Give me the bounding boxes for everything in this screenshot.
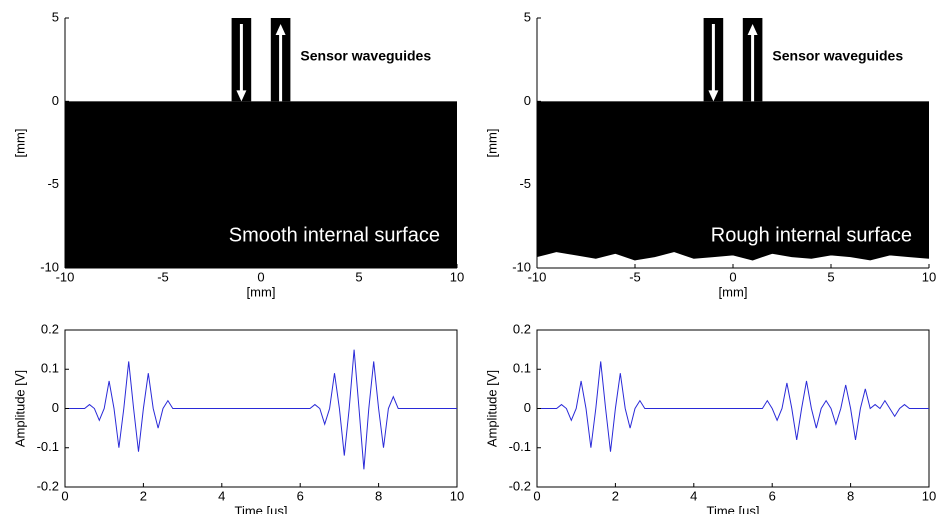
x-tick-label: -10 (528, 269, 547, 284)
x-tick-label: 8 (847, 488, 854, 503)
block (537, 101, 929, 268)
y-axis-label: [mm] (484, 129, 499, 158)
annotation: Sensor waveguides (300, 48, 431, 64)
y-tick-label: -5 (519, 176, 531, 191)
x-tick-label: 0 (61, 488, 68, 503)
x-tick-label: 0 (729, 269, 736, 284)
void (537, 251, 929, 268)
x-tick-label: 5 (355, 269, 362, 284)
y-axis-label: [mm] (12, 129, 27, 158)
x-tick-label: -5 (629, 269, 641, 284)
x-tick-label: 0 (257, 269, 264, 284)
arrow-head (747, 24, 758, 35)
block (65, 101, 457, 268)
y-tick-label: -0.2 (37, 478, 59, 493)
annotation: Sensor waveguides (772, 48, 903, 64)
x-tick-label: 5 (827, 269, 834, 284)
signal (537, 361, 929, 452)
x-tick-label: 10 (450, 269, 464, 284)
x-tick-label: 10 (922, 488, 936, 503)
y-tick-label: 0.1 (513, 361, 531, 376)
y-tick-label: -0.1 (37, 439, 59, 454)
y-tick-label: 0.2 (513, 321, 531, 336)
x-tick-label: 0 (533, 488, 540, 503)
x-tick-label: 6 (297, 488, 304, 503)
y-tick-label: 0 (52, 400, 59, 415)
y-tick-label: -10 (512, 259, 531, 274)
y-tick-label: 5 (52, 9, 59, 24)
signal (65, 349, 457, 470)
y-tick-label: 5 (524, 9, 531, 24)
x-axis-label: Time [us] (707, 503, 760, 514)
x-tick-label: 4 (218, 488, 225, 503)
y-tick-label: 0.2 (41, 321, 59, 336)
annotation: Rough internal surface (711, 224, 912, 246)
x-tick-label: -5 (157, 269, 169, 284)
arrow-head (275, 24, 286, 35)
x-axis-label: [mm] (247, 284, 276, 299)
y-tick-label: 0 (52, 93, 59, 108)
x-axis-label: Time [us] (235, 503, 288, 514)
y-tick-label: -0.1 (509, 439, 531, 454)
x-tick-label: 10 (450, 488, 464, 503)
arrow-head (708, 90, 719, 102)
arrow-head (236, 90, 247, 102)
y-tick-label: 0.1 (41, 361, 59, 376)
x-tick-label: 10 (922, 269, 936, 284)
x-tick-label: 2 (140, 488, 147, 503)
x-tick-label: 2 (612, 488, 619, 503)
x-tick-label: 6 (769, 488, 776, 503)
annotation: Smooth internal surface (229, 224, 440, 246)
surface (536, 250, 930, 261)
y-axis-label: Amplitude [V] (12, 370, 27, 447)
y-tick-label: 0 (524, 400, 531, 415)
y-tick-label: 0 (524, 93, 531, 108)
x-tick-label: 8 (375, 488, 382, 503)
x-axis-label: [mm] (719, 284, 748, 299)
x-tick-label: -10 (56, 269, 75, 284)
y-tick-label: -0.2 (509, 478, 531, 493)
y-axis-label: Amplitude [V] (484, 370, 499, 447)
y-tick-label: -10 (40, 259, 59, 274)
y-tick-label: -5 (47, 176, 59, 191)
x-tick-label: 4 (690, 488, 697, 503)
